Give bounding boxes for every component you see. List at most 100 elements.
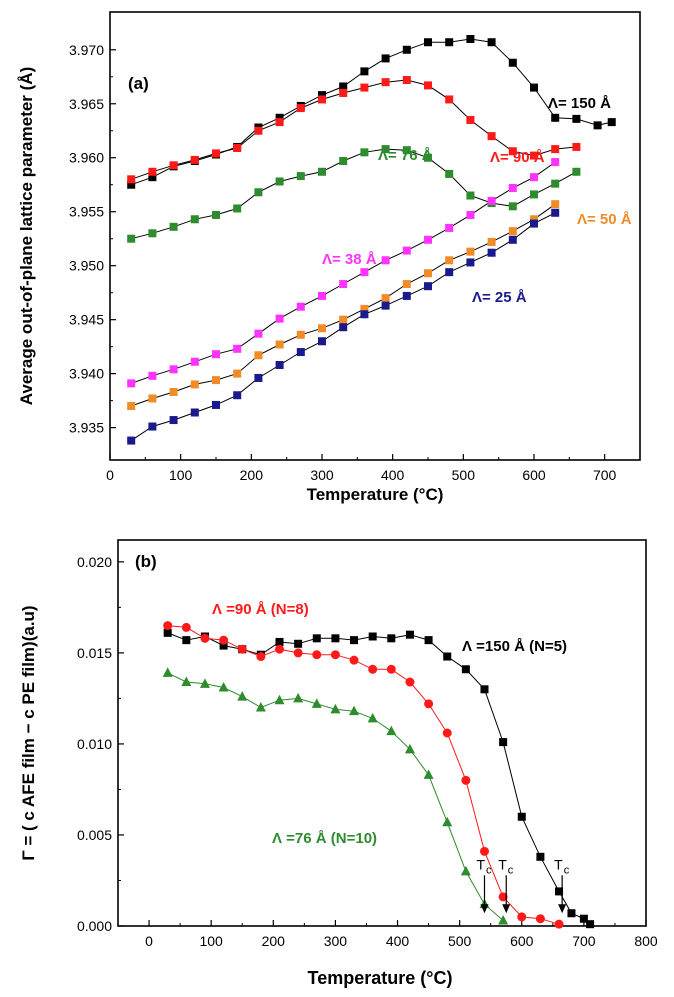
data-point-a-3: [424, 235, 432, 244]
data-point-a-3: [530, 173, 538, 182]
data-point-a-5: [169, 416, 178, 425]
data-point-a-1: [212, 149, 220, 158]
data-point-a-2: [339, 156, 348, 165]
data-point-a-3: [275, 314, 284, 323]
data-point-b-1: [349, 655, 359, 665]
y-tick-label-a: 3.965: [69, 96, 104, 112]
data-point-a-2: [381, 145, 390, 154]
data-point-a-4: [254, 351, 263, 360]
series-line-a-2: [131, 148, 577, 240]
data-point-a-4: [360, 304, 369, 313]
data-point-b-0: [387, 634, 396, 643]
data-point-a-1: [127, 175, 136, 184]
data-point-b-0: [350, 636, 359, 645]
data-point-b-1: [330, 650, 340, 660]
legend-label-76: Λ= 76 Å: [378, 147, 433, 164]
data-point-b-0: [405, 630, 414, 639]
data-point-a-3: [402, 246, 411, 255]
data-point-a-3: [551, 158, 560, 167]
data-point-a-5: [275, 361, 284, 370]
data-point-a-4: [530, 215, 538, 224]
data-point-a-3: [466, 210, 475, 219]
y-axis-label-a: Average out-of-plane lattice parameter (…: [17, 67, 36, 406]
data-point-a-2: [275, 177, 284, 186]
data-point-a-0: [530, 83, 538, 92]
data-point-b-1: [293, 648, 303, 658]
x-tick-label-a: 300: [310, 467, 334, 483]
x-tick-label-a: 500: [452, 467, 476, 483]
y-tick-label-b: 0.020: [77, 554, 112, 570]
tc-label: Tc: [498, 856, 514, 876]
data-point-b-1: [479, 846, 489, 856]
data-point-a-3: [254, 329, 263, 338]
x-tick-label-a: 600: [522, 467, 546, 483]
data-point-a-2: [466, 191, 475, 200]
data-point-a-4: [296, 330, 305, 339]
y-tick-label-a: 3.945: [69, 312, 104, 328]
data-point-b-0: [219, 641, 228, 650]
panel-label-b: (b): [135, 552, 157, 571]
data-point-a-1: [254, 126, 263, 135]
data-point-a-4: [169, 387, 178, 396]
data-point-b-0: [443, 652, 452, 661]
x-tick-label-b: 700: [572, 933, 596, 949]
data-point-a-0: [381, 54, 390, 63]
data-point-a-4: [148, 394, 157, 403]
data-point-b-0: [294, 639, 303, 648]
y-axis-label-b: Γ = ( c AFE film − c PE film)(a.u): [19, 605, 38, 860]
data-point-a-4: [212, 376, 220, 385]
axis-ticks-b: 0 100 200 300 400 500 600 700 800 0.000 0.005 0.010…: [77, 554, 658, 949]
x-tick-label-b: 800: [634, 933, 658, 949]
data-point-b-1: [405, 677, 415, 687]
data-point-b-0: [536, 852, 545, 861]
data-point-b-1: [368, 664, 378, 674]
data-point-a-5: [254, 373, 263, 382]
data-point-a-0: [318, 91, 326, 100]
x-tick-label-a: 700: [593, 467, 617, 483]
y-tick-label-a: 3.935: [69, 420, 104, 436]
data-point-b-2: [255, 702, 266, 712]
data-point-a-2: [127, 234, 136, 243]
data-point-a-1: [466, 115, 475, 124]
data-point-a-5: [424, 282, 432, 291]
tc-label: Tc: [476, 856, 492, 876]
data-point-a-3: [445, 223, 454, 232]
data-point-a-2: [190, 215, 199, 224]
y-tick-label-a: 3.950: [69, 258, 104, 274]
x-axis-label-b: Temperature (°C): [308, 968, 453, 988]
data-point-a-0: [127, 180, 136, 189]
data-point-a-0: [148, 173, 157, 182]
data-point-b-1: [461, 775, 471, 785]
y-tick-label-a: 3.940: [69, 366, 104, 382]
data-point-a-2: [148, 229, 157, 238]
data-point-a-4: [551, 200, 560, 209]
data-point-a-1: [339, 88, 348, 97]
data-point-a-3: [190, 357, 199, 366]
data-point-a-4: [466, 247, 475, 256]
data-point-a-3: [148, 371, 157, 380]
data-point-b-0: [480, 685, 489, 694]
panel-label-a: (a): [128, 74, 149, 93]
data-point-a-4: [339, 315, 348, 324]
data-point-b-2: [404, 743, 415, 754]
data-point-a-5: [508, 235, 517, 244]
data-point-a-5: [148, 422, 157, 431]
x-tick-label-a: 200: [240, 467, 264, 483]
data-point-a-3: [508, 183, 517, 192]
data-point-b-1: [424, 699, 434, 709]
data-point-a-2: [212, 210, 220, 219]
data-point-b-2: [367, 712, 378, 723]
data-point-a-1: [508, 147, 517, 156]
tc-arrow-head: [502, 904, 511, 914]
data-point-a-2: [318, 167, 326, 176]
data-point-b-0: [163, 628, 172, 637]
data-point-b-0: [424, 636, 433, 645]
data-point-b-1: [237, 644, 247, 654]
data-point-a-0: [424, 38, 432, 47]
panel-b: 0 100 200 300 400 500 600 700 800 0.000 0.005 0.010…: [19, 539, 658, 988]
data-point-b-2: [498, 915, 509, 925]
data-point-a-1: [275, 118, 284, 127]
legend-label-150-b: Λ =150 Å (N=5): [462, 638, 567, 655]
data-point-b-2: [330, 703, 341, 714]
